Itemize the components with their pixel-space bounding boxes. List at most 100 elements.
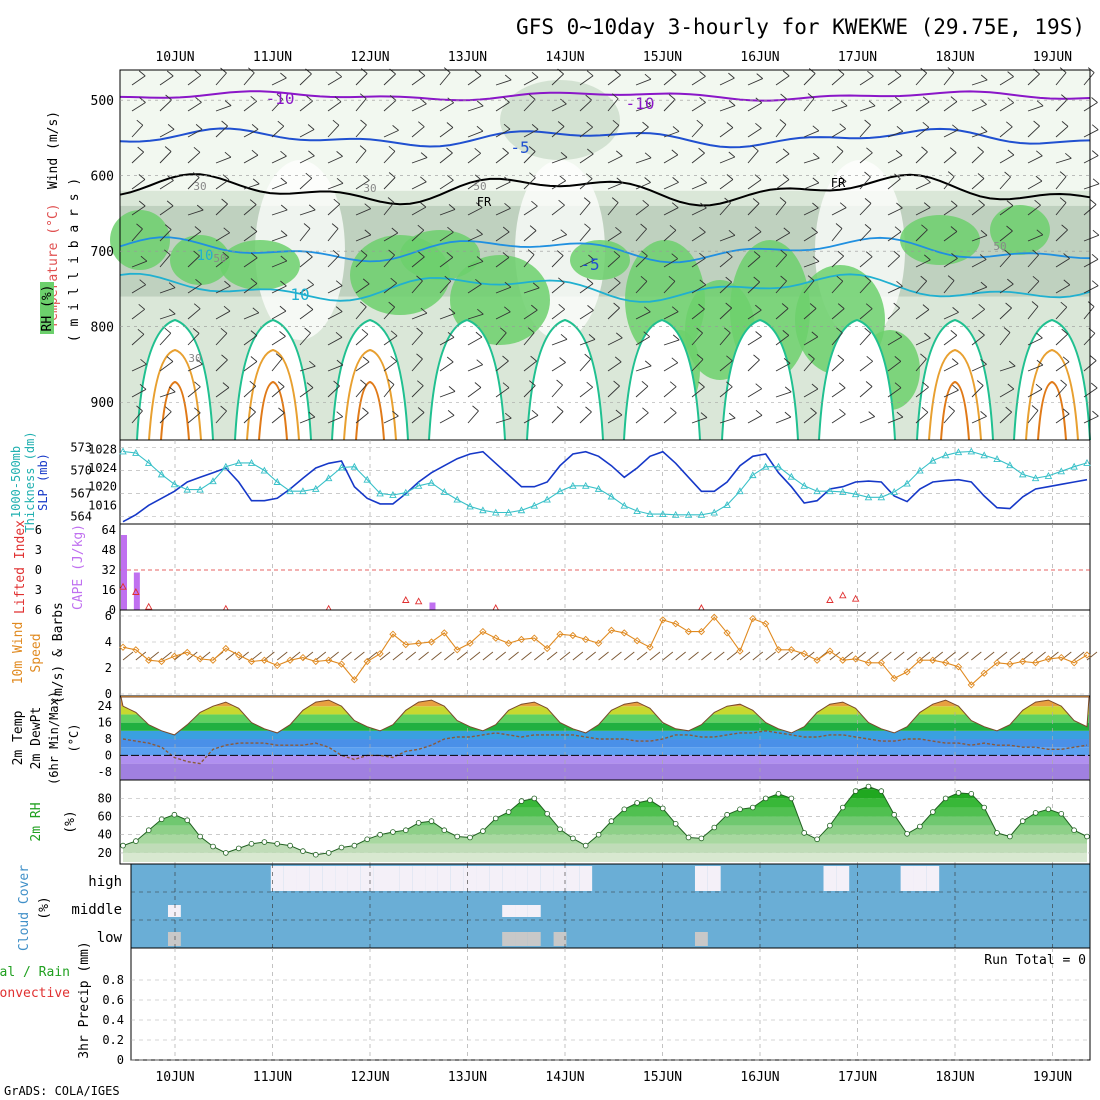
wind-barb — [859, 416, 875, 424]
wind-barb-flag — [362, 407, 369, 414]
thickness-marker — [157, 470, 166, 478]
wind-barb — [607, 282, 621, 294]
wind10m-barb — [778, 651, 789, 661]
precip-grid — [131, 948, 1090, 1061]
wind-barb-flag — [360, 250, 368, 256]
wind-barb-flag — [613, 302, 620, 309]
wind-barb — [971, 286, 988, 294]
wind-speed-marker — [903, 668, 911, 676]
wind-barb-flag — [136, 223, 143, 230]
wind-barb-flag — [894, 173, 901, 180]
wind-barb — [1027, 306, 1039, 320]
wind-barb-flag — [584, 223, 591, 230]
wind-barb — [803, 182, 819, 190]
wind-barb — [1027, 410, 1039, 424]
wind-barb-flag — [476, 125, 484, 132]
wind-barb — [243, 231, 258, 242]
wind-barb — [187, 151, 201, 164]
wind-barb — [159, 151, 172, 164]
wind-barb-flag — [306, 251, 313, 258]
cloud-high-block — [540, 866, 554, 891]
wind-barb — [663, 339, 680, 346]
wind-barb — [635, 412, 649, 424]
wind-barb — [719, 202, 731, 216]
rh2m-marker — [801, 830, 807, 836]
temperature-tick-label: 16 — [98, 716, 112, 730]
wind-barb-flag — [420, 307, 428, 314]
wind10m-barb — [1009, 651, 1021, 661]
wind-barb — [803, 73, 816, 86]
wind-barb — [635, 280, 648, 294]
wind-barb — [551, 338, 568, 346]
wind-barb-flag — [811, 331, 819, 338]
wind-barb — [243, 361, 258, 372]
wind-barb-flag — [952, 124, 959, 131]
wind-barb-flag — [528, 146, 536, 152]
wind-barb-flag — [446, 122, 454, 128]
wind-barb-flag — [476, 256, 484, 262]
rh2m-marker — [981, 804, 987, 811]
wind-barb — [1027, 204, 1041, 216]
li-tick-label: 3 — [35, 583, 42, 597]
wind-barb-flag — [419, 201, 427, 208]
wind-barb — [831, 151, 844, 164]
wind-barb-flag — [949, 147, 957, 153]
wind-barb-flag — [1065, 152, 1072, 159]
wind-barb-flag — [420, 152, 428, 158]
wind-barb — [971, 334, 985, 346]
thickness-marker — [504, 508, 513, 516]
wind-barb — [271, 386, 285, 398]
wind-barb — [495, 417, 512, 424]
thickness-marker — [260, 466, 269, 474]
wind-barb — [1083, 72, 1095, 86]
day-axis-labels: 10JUN 10JUN 11JUN 11JUN 12JUN 12JUN 13JUN 13JUN… — [155, 50, 1072, 1085]
wind-barb-flag — [560, 98, 567, 105]
wind-barb — [355, 361, 370, 372]
wind-barb — [691, 308, 705, 320]
wind-barb — [159, 332, 172, 346]
wind-barb — [355, 283, 370, 294]
cloud-high-block — [412, 866, 426, 891]
day-label-bottom: 19JUN — [1033, 1070, 1072, 1085]
wind-barb — [411, 385, 424, 398]
thickness-marker — [761, 462, 770, 470]
day-label-top: 18JUN — [935, 50, 974, 65]
wind-barb — [915, 72, 928, 86]
boundary-layer-dome — [234, 318, 312, 441]
thickness-marker — [710, 508, 719, 516]
wind-barb-flag — [837, 354, 845, 361]
wind-barb — [215, 203, 228, 216]
wind-barb — [187, 231, 202, 242]
boundary-layer-dome — [331, 318, 409, 441]
cloud-cover-blocks — [167, 866, 940, 946]
wind-barb — [327, 385, 340, 398]
wind-barb — [747, 256, 761, 268]
wind-barb — [495, 207, 511, 216]
wind-barb — [327, 255, 340, 268]
wind-barb-flag — [644, 73, 652, 80]
wind-barb — [887, 155, 903, 164]
wind-barb-flag — [306, 382, 314, 388]
wind-barb — [551, 234, 567, 242]
wind-barb — [215, 179, 230, 190]
wind-barb — [131, 333, 145, 346]
wind-barb-flag — [164, 146, 172, 152]
wind-barb-flag — [671, 149, 679, 156]
rh-tick-label: 60 — [98, 810, 112, 824]
ylabel-precip: 3hr Precip (mm) — [77, 941, 92, 1058]
wind-barb — [131, 284, 146, 294]
wind-speed-marker — [157, 657, 166, 666]
cloud-high-block — [270, 866, 284, 891]
run-total-label: Run Total = 0 — [984, 953, 1086, 968]
rh2m-marker — [749, 804, 756, 811]
wind-barb — [243, 385, 257, 398]
wind-barb-flag — [1005, 406, 1012, 413]
cloud-high-block — [335, 866, 348, 891]
wind-barb-flag — [1091, 97, 1098, 103]
wind-barb — [411, 256, 425, 268]
wind-barb — [411, 75, 426, 86]
wind-barb — [411, 412, 425, 424]
boundary-layer-dome — [623, 318, 701, 441]
wind-barb-flag — [194, 381, 201, 388]
